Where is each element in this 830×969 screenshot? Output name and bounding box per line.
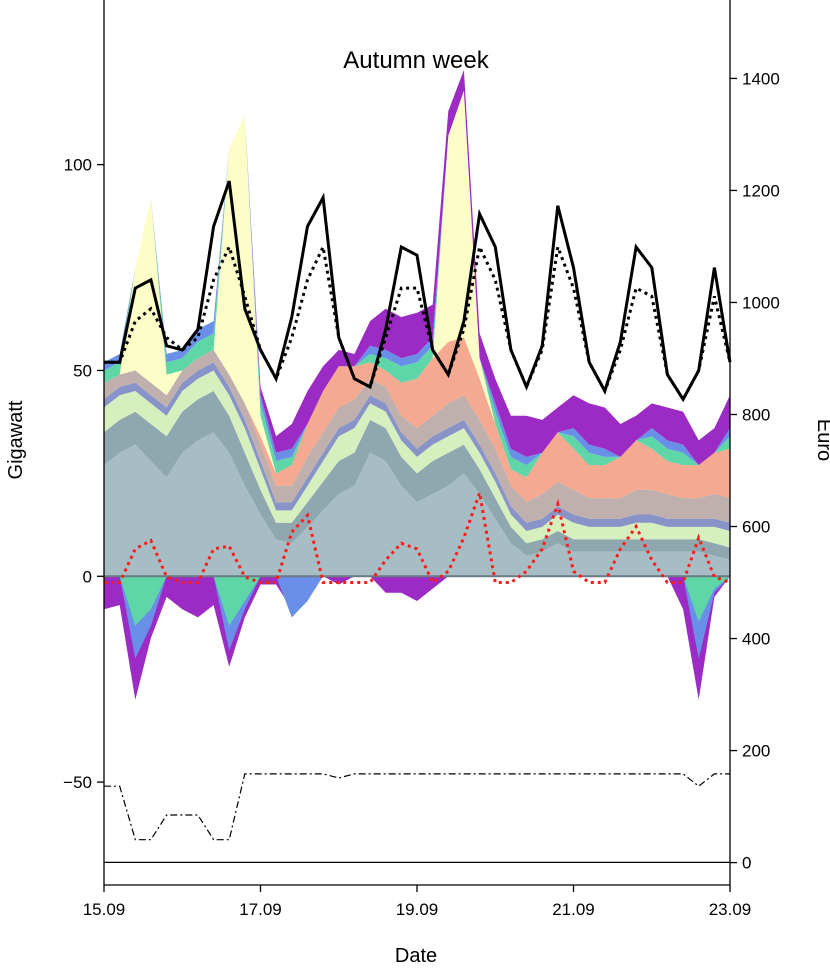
y2-tick-label: 1000: [742, 293, 780, 312]
chart-title: Autumn week: [343, 47, 489, 74]
y-tick-label: 100: [64, 156, 92, 175]
line-layer: [104, 180, 732, 863]
y-tick-label: 50: [73, 361, 92, 380]
stacked-area-layer: [104, 70, 730, 577]
x-tick-label: 17.09: [239, 900, 282, 919]
area-solar: [104, 90, 730, 478]
line-electricity-price: [104, 486, 731, 585]
area-purple-band: [104, 70, 730, 466]
x-tick-label: 15.09: [83, 900, 126, 919]
line-load: [104, 180, 732, 403]
x-axis-title: Date: [395, 945, 437, 967]
area-purple-export: [104, 576, 730, 700]
x-tick-label: 21.09: [552, 900, 595, 919]
area-salmon-band: [104, 337, 730, 503]
area-taupe-band: [104, 349, 730, 523]
y2-tick-label: 200: [742, 742, 770, 761]
negative-area-layer: [104, 576, 730, 700]
y-tick-label: −50: [63, 773, 92, 792]
y2-axis-title: Euro: [813, 419, 830, 461]
x-tick-label: 23.09: [709, 900, 752, 919]
y2-tick-label: 0: [742, 854, 751, 873]
y2-tick-label: 800: [742, 405, 770, 424]
area-base-generation: [104, 432, 730, 577]
area-grey-blue-band: [104, 391, 730, 560]
y-tick-label: 0: [83, 567, 92, 586]
y-axis-title: Gigawatt: [5, 400, 27, 479]
x-tick-label: 19.09: [396, 900, 439, 919]
y2-tick-label: 1400: [742, 69, 780, 88]
y2-tick-label: 600: [742, 518, 770, 537]
area-teal-export: [104, 576, 730, 626]
line-lower-dashed: [104, 773, 730, 841]
area-light-green-band: [104, 370, 730, 548]
y2-tick-label: 400: [742, 630, 770, 649]
y2-tick-label: 1200: [742, 181, 780, 200]
